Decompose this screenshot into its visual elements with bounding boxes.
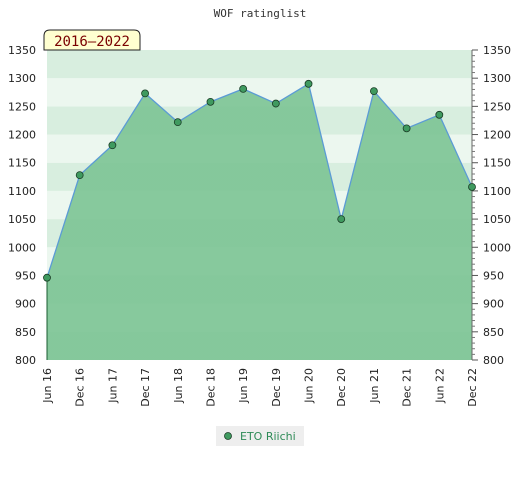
data-point (108, 141, 117, 150)
y-tick-label-left: 1350 (8, 44, 36, 57)
series-area-eto-riichi (47, 83, 472, 361)
data-point (173, 118, 182, 127)
y-tick-label-right: 1050 (483, 213, 511, 226)
data-point (239, 84, 248, 93)
x-tick-label: Dec 18 (204, 368, 217, 407)
y-tick-label-right: 1200 (483, 129, 511, 142)
x-tick-label: Jun 20 (303, 368, 316, 404)
y-tick-label-right: 1150 (483, 157, 511, 170)
x-tick-label: Dec 20 (335, 368, 348, 407)
data-point (271, 99, 280, 108)
y-tick-label-right: 1000 (483, 241, 511, 254)
data-point (468, 183, 476, 191)
y-tick-label-right: 800 (483, 354, 504, 367)
x-tick-label: Dec 21 (401, 368, 414, 407)
x-tick-label: Dec 19 (270, 368, 283, 407)
data-point (206, 97, 215, 106)
y-tick-label-left: 1100 (8, 185, 36, 198)
legend-entry-eto-riichi: ETO Riichi (240, 430, 296, 443)
data-point (337, 215, 346, 223)
legend-marker-icon (224, 432, 232, 440)
y-tick-label-left: 1200 (8, 129, 36, 142)
x-tick-label: Jun 16 (41, 368, 54, 404)
data-point (435, 110, 444, 119)
x-tick-label: Jun 18 (172, 368, 185, 404)
chart-title: WOF ratinglist (214, 7, 307, 20)
background-band (47, 50, 472, 79)
y-tick-label-right: 1300 (483, 72, 511, 85)
y-tick-label-right: 900 (483, 298, 504, 311)
data-point (370, 87, 378, 96)
y-axis-left: 800 850 900 950 1000 1050 1100 1150 1200 1250 1300… (8, 44, 36, 367)
y-tick-label-left: 1250 (8, 100, 36, 113)
data-point (141, 89, 149, 98)
x-tick-label: Jun 22 (433, 368, 446, 404)
data-point (43, 273, 51, 282)
y-tick-label-left: 1000 (8, 241, 36, 254)
period-badge-label: 2016–2022 (54, 34, 130, 50)
period-badge: 2016–2022 (43, 29, 141, 51)
y-axis-right: 800 850 900 950 1000 1050 1100 1150 1200 1250 1300… (471, 44, 511, 367)
area-layer (46, 82, 473, 361)
y-tick-label-right: 850 (483, 326, 504, 339)
y-tick-label-left: 1050 (8, 213, 36, 226)
y-tick-label-left: 800 (15, 354, 36, 367)
x-axis: Jun 16 Dec 16 Jun 17 Dec 17 Jun 18 Dec 18 Jun … (41, 368, 479, 407)
y-tick-label-left: 850 (15, 326, 36, 339)
legend[interactable]: ETO Riichi (216, 426, 304, 446)
x-tick-label: Dec 16 (74, 368, 87, 407)
x-tick-label: Jun 19 (237, 368, 250, 404)
data-point (402, 124, 411, 133)
y-tick-label-left: 950 (15, 269, 36, 282)
y-tick-label-left: 900 (15, 298, 36, 311)
y-tick-label-right: 1100 (483, 185, 511, 198)
x-tick-label: Jun 17 (106, 368, 119, 404)
y-tick-label-right: 1250 (483, 100, 511, 113)
y-tick-label-left: 1150 (8, 157, 36, 170)
x-tick-label: Dec 22 (466, 368, 479, 407)
x-tick-label: Dec 17 (139, 368, 152, 407)
y-tick-label-right: 950 (483, 269, 504, 282)
data-point (304, 79, 313, 88)
y-tick-label-right: 1350 (483, 44, 511, 57)
data-points (43, 79, 476, 282)
data-point (75, 171, 84, 180)
x-tick-label: Jun 21 (368, 368, 381, 404)
series-line-eto-riichi (46, 82, 473, 278)
y-tick-label-left: 1300 (8, 72, 36, 85)
